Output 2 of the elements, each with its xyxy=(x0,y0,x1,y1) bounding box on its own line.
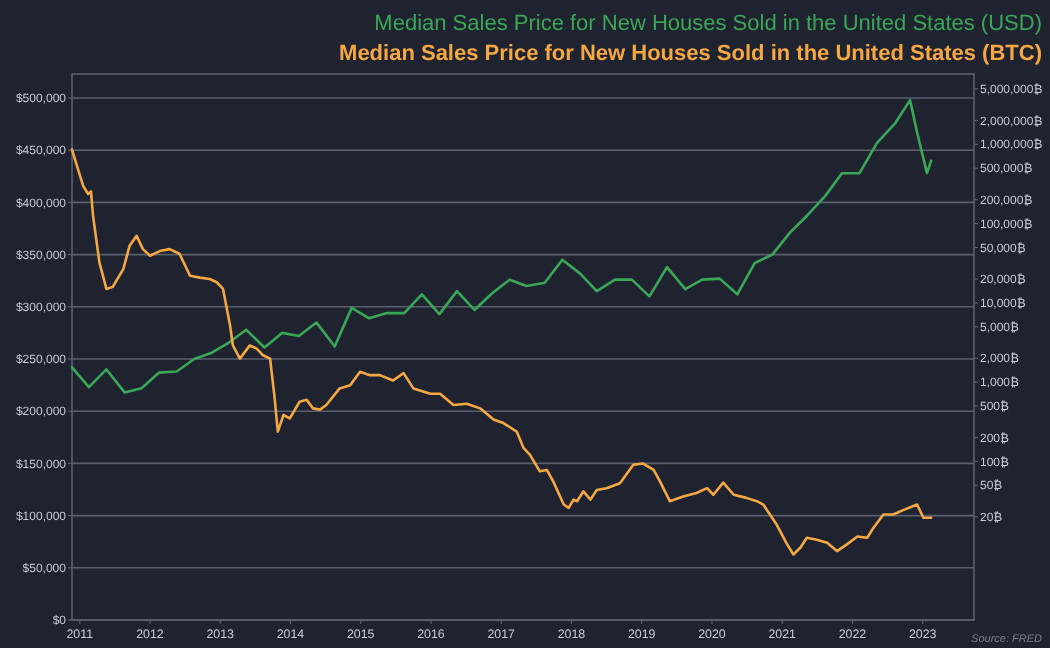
chart-title: Median Sales Price for New Houses Sold in the United States (USD) xyxy=(374,12,1042,36)
chart-subtitle: Median Sales Price for New Houses Sold in the United States (BTC) xyxy=(339,42,1043,66)
